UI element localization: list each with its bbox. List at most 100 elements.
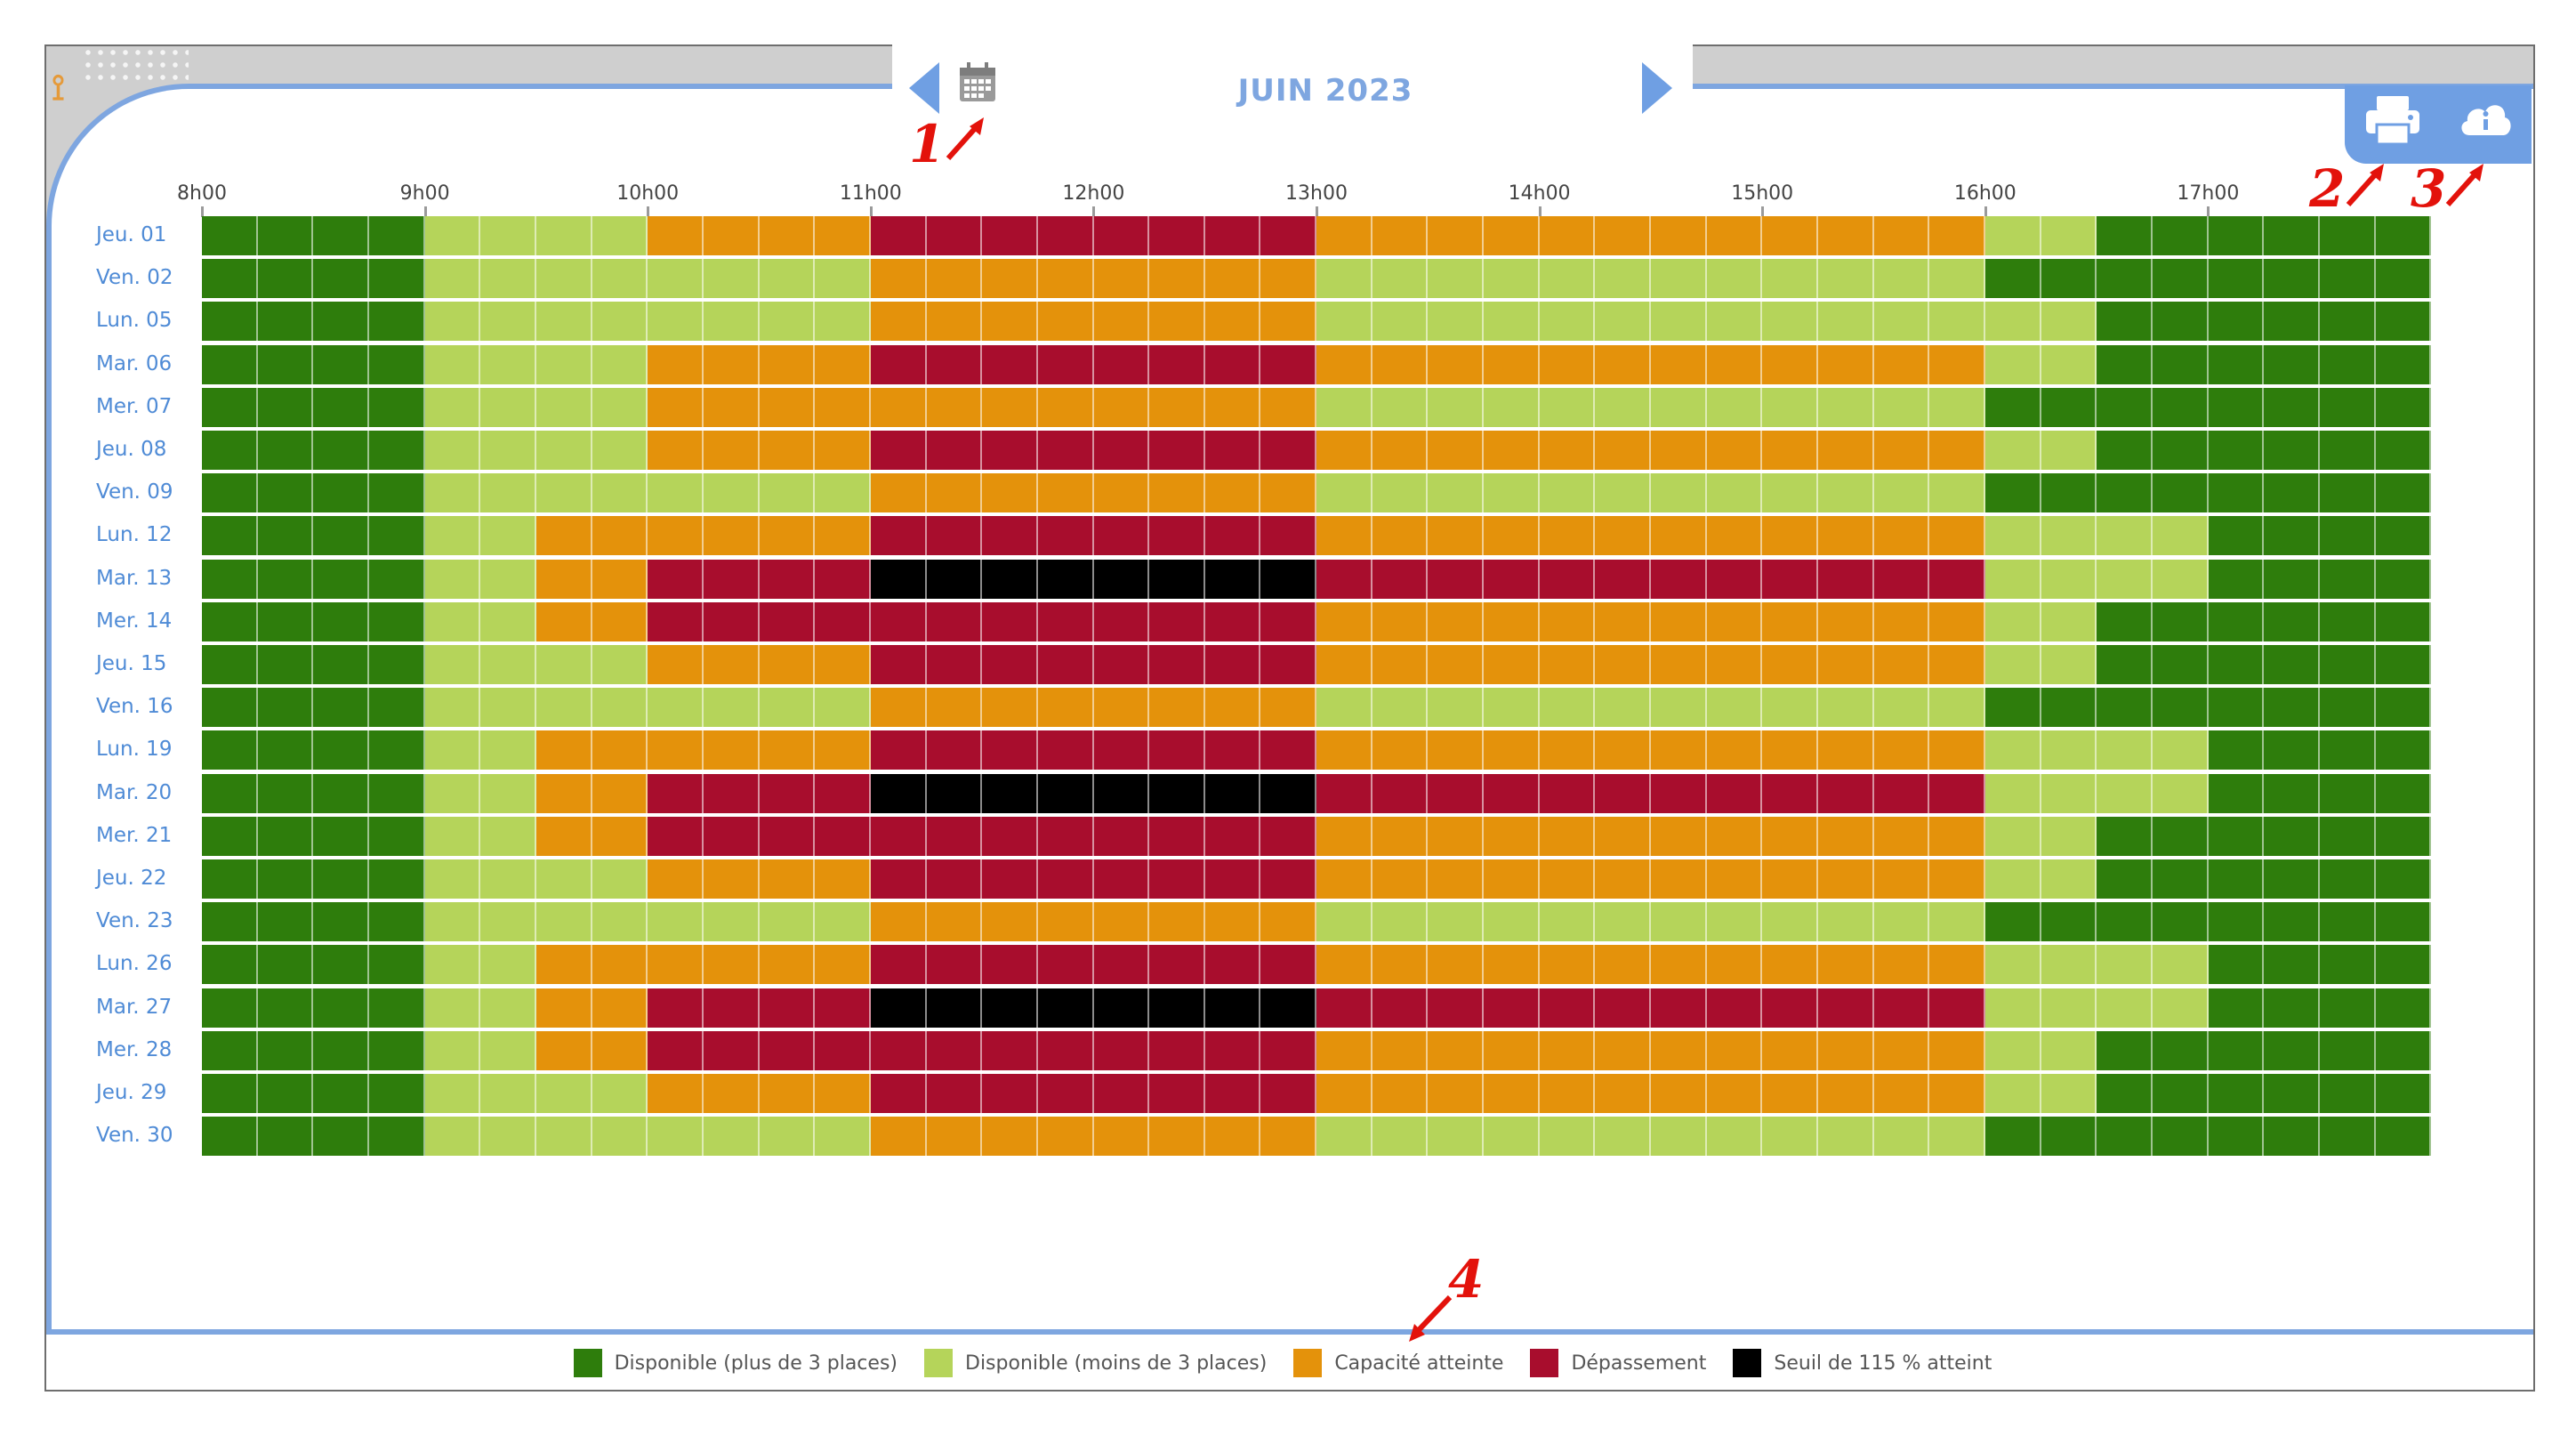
- time-slot[interactable]: [2097, 645, 2153, 684]
- time-slot[interactable]: [480, 816, 536, 856]
- time-slot[interactable]: [2041, 473, 2097, 513]
- time-slot[interactable]: [1149, 302, 1205, 342]
- time-slot[interactable]: [1651, 902, 1707, 942]
- time-slot[interactable]: [1149, 516, 1205, 556]
- time-slot[interactable]: [257, 344, 314, 384]
- time-slot[interactable]: [815, 1030, 871, 1070]
- time-slot[interactable]: [926, 988, 983, 1028]
- time-slot[interactable]: [1706, 645, 1763, 684]
- time-slot[interactable]: [1204, 601, 1261, 641]
- time-slot[interactable]: [1706, 516, 1763, 556]
- time-slot[interactable]: [2319, 302, 2376, 342]
- time-slot[interactable]: [1985, 688, 2041, 728]
- time-slot[interactable]: [592, 859, 648, 899]
- time-slot[interactable]: [592, 988, 648, 1028]
- time-slot[interactable]: [2152, 1117, 2209, 1157]
- time-slot[interactable]: [535, 688, 592, 728]
- time-slot[interactable]: [1706, 601, 1763, 641]
- time-slot[interactable]: [592, 516, 648, 556]
- time-slot[interactable]: [592, 1117, 648, 1157]
- time-slot[interactable]: [1093, 259, 1150, 299]
- time-slot[interactable]: [257, 559, 314, 599]
- time-slot[interactable]: [2097, 988, 2153, 1028]
- time-slot[interactable]: [759, 559, 816, 599]
- time-slot[interactable]: [982, 302, 1038, 342]
- time-slot[interactable]: [1762, 344, 1819, 384]
- time-slot[interactable]: [648, 387, 704, 427]
- time-slot[interactable]: [257, 773, 314, 813]
- time-slot[interactable]: [1372, 773, 1429, 813]
- time-slot[interactable]: [202, 902, 258, 942]
- time-slot[interactable]: [1651, 1074, 1707, 1113]
- time-slot[interactable]: [1706, 730, 1763, 770]
- time-slot[interactable]: [1595, 302, 1652, 342]
- time-slot[interactable]: [1316, 945, 1373, 985]
- time-slot[interactable]: [1985, 945, 2041, 985]
- time-slot[interactable]: [1539, 816, 1596, 856]
- time-slot[interactable]: [703, 516, 760, 556]
- time-slot[interactable]: [1093, 730, 1150, 770]
- time-slot[interactable]: [982, 1030, 1038, 1070]
- time-slot[interactable]: [1762, 473, 1819, 513]
- time-slot[interactable]: [592, 473, 648, 513]
- time-slot[interactable]: [1372, 1074, 1429, 1113]
- time-slot[interactable]: [1428, 773, 1485, 813]
- time-slot[interactable]: [2152, 859, 2209, 899]
- time-slot[interactable]: [648, 344, 704, 384]
- time-slot[interactable]: [1651, 431, 1707, 470]
- time-slot[interactable]: [2264, 773, 2320, 813]
- time-slot[interactable]: [1149, 859, 1205, 899]
- time-slot[interactable]: [1706, 988, 1763, 1028]
- time-slot[interactable]: [1762, 730, 1819, 770]
- time-slot[interactable]: [1260, 816, 1317, 856]
- time-slot[interactable]: [1428, 1074, 1485, 1113]
- time-slot[interactable]: [1762, 559, 1819, 599]
- time-slot[interactable]: [2208, 473, 2265, 513]
- time-slot[interactable]: [1484, 1117, 1540, 1157]
- time-slot[interactable]: [815, 945, 871, 985]
- time-slot[interactable]: [1595, 1117, 1652, 1157]
- time-slot[interactable]: [2152, 473, 2209, 513]
- time-slot[interactable]: [2152, 902, 2209, 942]
- time-slot[interactable]: [368, 730, 425, 770]
- time-slot[interactable]: [1929, 945, 1985, 985]
- time-slot[interactable]: [1818, 259, 1874, 299]
- time-slot[interactable]: [257, 902, 314, 942]
- time-slot[interactable]: [759, 1117, 816, 1157]
- time-slot[interactable]: [870, 1074, 927, 1113]
- time-slot[interactable]: [982, 259, 1038, 299]
- time-slot[interactable]: [815, 902, 871, 942]
- time-slot[interactable]: [2375, 216, 2432, 255]
- time-slot[interactable]: [1818, 902, 1874, 942]
- time-slot[interactable]: [1929, 216, 1985, 255]
- time-slot[interactable]: [2375, 1030, 2432, 1070]
- time-slot[interactable]: [926, 816, 983, 856]
- time-slot[interactable]: [1428, 1117, 1485, 1157]
- time-slot[interactable]: [2097, 302, 2153, 342]
- time-slot[interactable]: [2097, 945, 2153, 985]
- time-slot[interactable]: [1985, 516, 2041, 556]
- time-slot[interactable]: [2208, 988, 2265, 1028]
- time-slot[interactable]: [1651, 387, 1707, 427]
- time-slot[interactable]: [703, 645, 760, 684]
- time-slot[interactable]: [1985, 859, 2041, 899]
- time-slot[interactable]: [1372, 431, 1429, 470]
- time-slot[interactable]: [1260, 945, 1317, 985]
- time-slot[interactable]: [2208, 945, 2265, 985]
- time-slot[interactable]: [313, 259, 369, 299]
- time-slot[interactable]: [1316, 431, 1373, 470]
- time-slot[interactable]: [313, 344, 369, 384]
- time-slot[interactable]: [1484, 859, 1540, 899]
- time-slot[interactable]: [982, 645, 1038, 684]
- time-slot[interactable]: [1539, 601, 1596, 641]
- time-slot[interactable]: [870, 559, 927, 599]
- time-slot[interactable]: [257, 302, 314, 342]
- time-slot[interactable]: [2097, 344, 2153, 384]
- time-slot[interactable]: [1204, 1074, 1261, 1113]
- time-slot[interactable]: [870, 645, 927, 684]
- time-slot[interactable]: [1595, 988, 1652, 1028]
- time-slot[interactable]: [703, 816, 760, 856]
- time-slot[interactable]: [1093, 902, 1150, 942]
- time-slot[interactable]: [2375, 601, 2432, 641]
- time-slot[interactable]: [202, 688, 258, 728]
